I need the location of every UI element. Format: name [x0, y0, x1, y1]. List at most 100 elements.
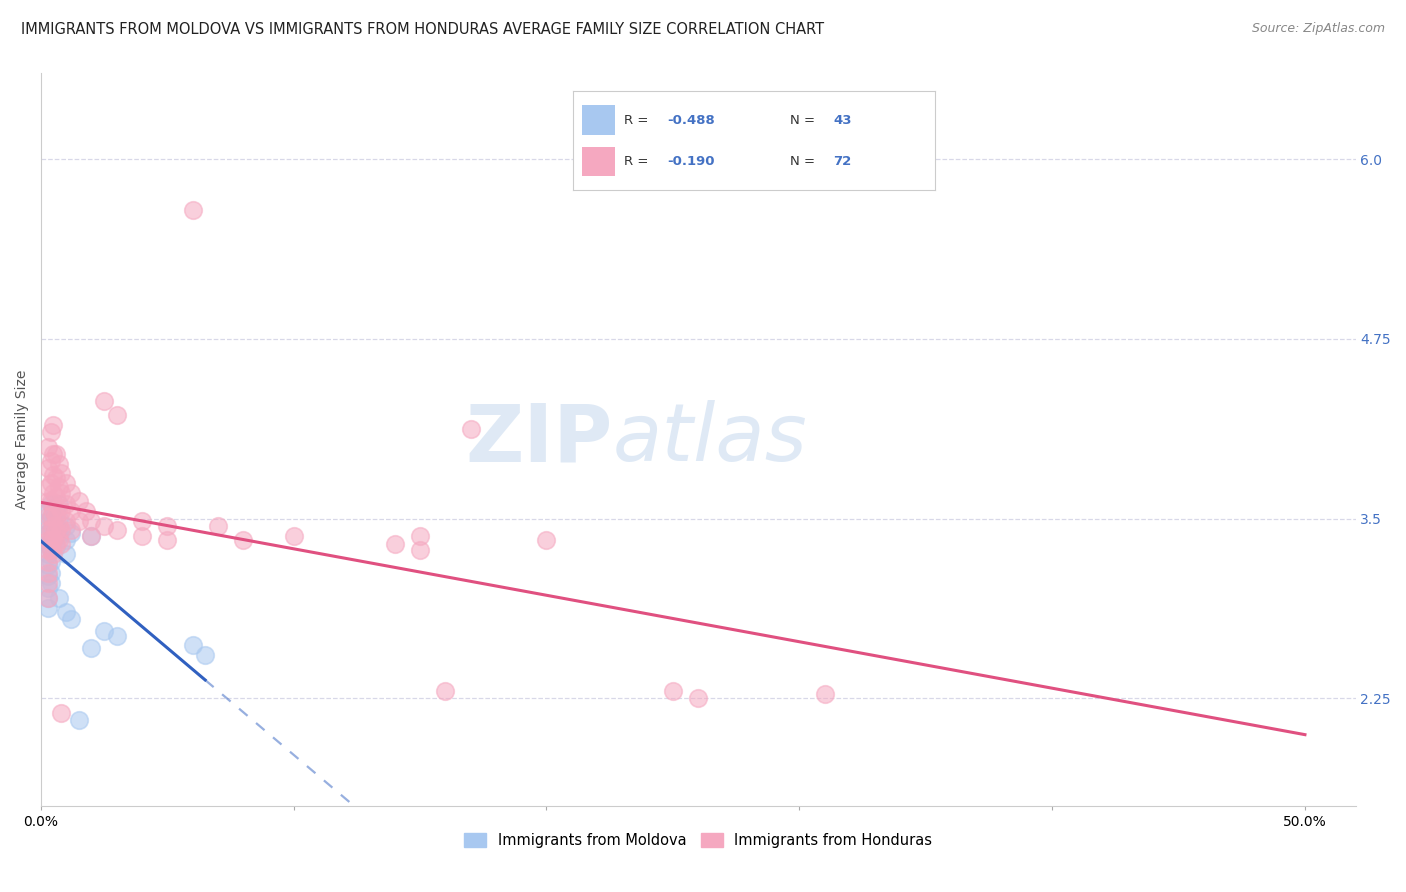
Point [60, 612, 83, 626]
Point [37, 461, 59, 475]
Point [45, 490, 67, 504]
Point [39, 475, 62, 490]
Point [42, 533, 65, 548]
Point [42, 500, 65, 514]
Point [42, 518, 65, 533]
Point [49, 485, 72, 500]
Point [42, 511, 65, 525]
Point [37, 523, 59, 537]
Point [207, 518, 229, 533]
Point [45, 508, 67, 523]
Point [131, 529, 153, 543]
Point [105, 408, 128, 422]
Point [42, 523, 65, 537]
Point [283, 529, 305, 543]
Point [48, 500, 70, 514]
Point [45, 529, 67, 543]
Point [55, 605, 77, 619]
Point [67, 494, 90, 508]
Point [105, 523, 128, 537]
Point [39, 533, 62, 548]
Point [60, 525, 83, 540]
Y-axis label: Average Family Size: Average Family Size [15, 370, 30, 509]
Point [460, 422, 482, 436]
Point [49, 706, 72, 720]
Point [45, 541, 67, 555]
Point [49, 504, 72, 518]
Point [37, 537, 59, 551]
Point [42, 504, 65, 518]
Text: ZIP: ZIP [465, 401, 613, 478]
Point [93, 624, 115, 638]
Point [60, 485, 83, 500]
Point [37, 440, 59, 454]
Point [42, 468, 65, 483]
Point [662, 684, 685, 698]
Text: Source: ZipAtlas.com: Source: ZipAtlas.com [1251, 22, 1385, 36]
Point [688, 691, 710, 706]
Point [37, 555, 59, 569]
Point [48, 529, 70, 543]
Point [37, 569, 59, 583]
Point [194, 648, 217, 662]
Point [37, 525, 59, 540]
Point [93, 393, 115, 408]
Point [181, 202, 204, 217]
Point [55, 515, 77, 529]
Point [37, 504, 59, 518]
Point [37, 533, 59, 548]
Point [42, 447, 65, 461]
Point [45, 447, 67, 461]
Point [105, 629, 128, 643]
Point [48, 497, 70, 511]
Point [37, 543, 59, 558]
Point [60, 504, 83, 518]
Point [37, 581, 59, 595]
Point [45, 523, 67, 537]
Point [48, 480, 70, 494]
Point [37, 600, 59, 615]
Point [37, 515, 59, 529]
Point [45, 504, 67, 518]
Point [39, 497, 62, 511]
Point [39, 511, 62, 525]
Point [37, 548, 59, 562]
Point [131, 515, 153, 529]
Point [39, 533, 62, 548]
Point [813, 687, 835, 701]
Point [409, 529, 432, 543]
Point [93, 518, 115, 533]
Point [67, 515, 90, 529]
Point [39, 508, 62, 523]
Point [80, 529, 103, 543]
Point [39, 576, 62, 591]
Point [37, 591, 59, 605]
Point [80, 529, 103, 543]
Point [39, 425, 62, 440]
Point [49, 537, 72, 551]
Point [48, 518, 70, 533]
Point [39, 543, 62, 558]
Point [75, 504, 97, 518]
Point [39, 523, 62, 537]
Point [39, 454, 62, 468]
Point [55, 548, 77, 562]
Point [42, 485, 65, 500]
Point [39, 566, 62, 581]
Point [67, 713, 90, 727]
Point [384, 537, 406, 551]
Point [55, 518, 77, 533]
Point [49, 466, 72, 480]
Point [55, 497, 77, 511]
Point [49, 523, 72, 537]
Point [434, 684, 457, 698]
Point [48, 511, 70, 525]
Point [37, 508, 59, 523]
Point [39, 494, 62, 508]
Text: atlas: atlas [613, 401, 807, 478]
Point [45, 471, 67, 485]
Point [60, 523, 83, 537]
Point [42, 418, 65, 433]
Point [45, 537, 67, 551]
Point [37, 558, 59, 572]
